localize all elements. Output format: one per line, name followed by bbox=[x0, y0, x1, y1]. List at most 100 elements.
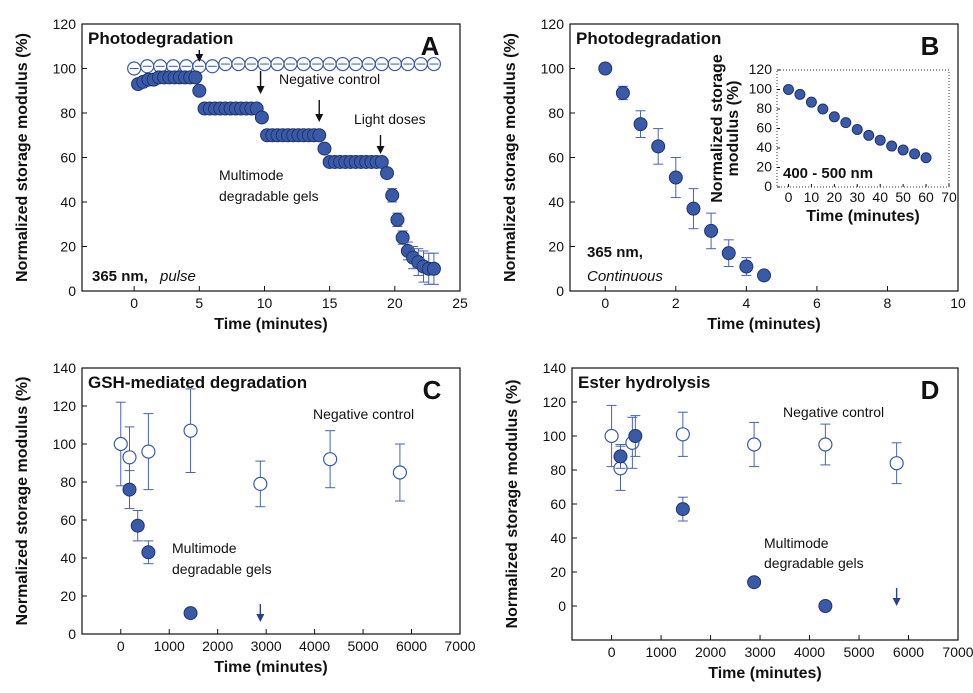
x-tick-label: 0 bbox=[130, 295, 138, 311]
inset-data-point bbox=[805, 96, 817, 108]
y-tick-label: 60 bbox=[60, 150, 76, 166]
open-data-point bbox=[889, 456, 904, 471]
inset-x-tick-label: 60 bbox=[918, 189, 934, 205]
annotation-wavelength: 365 nm, bbox=[587, 244, 643, 261]
x-tick-label: 25 bbox=[452, 295, 468, 311]
filled-data-point bbox=[675, 502, 690, 517]
inset-x-tick-label: 40 bbox=[872, 189, 888, 205]
open-data-point bbox=[253, 476, 268, 491]
y-tick-label: 120 bbox=[543, 394, 567, 410]
x-tick-label: 7000 bbox=[942, 644, 973, 660]
open-data-point bbox=[747, 437, 762, 452]
x-tick-label: 6 bbox=[813, 295, 821, 311]
y-tick-label: 80 bbox=[550, 462, 566, 478]
y-tick-label: 120 bbox=[53, 398, 77, 414]
inset-data-point bbox=[874, 134, 886, 146]
light-dose-arrow-head bbox=[376, 146, 385, 154]
filled-data-point bbox=[312, 128, 327, 143]
panel-title: GSH-mediated degradation bbox=[88, 373, 307, 392]
inset-label: 400 - 500 nm bbox=[783, 165, 873, 182]
filled-data-point bbox=[141, 545, 156, 560]
x-tick-label: 10 bbox=[950, 295, 966, 311]
y-tick-label: 20 bbox=[60, 588, 76, 604]
open-data-point bbox=[392, 465, 408, 480]
filled-data-point bbox=[747, 575, 762, 590]
light-dose-arrow-head bbox=[195, 54, 204, 62]
filled-data-point bbox=[317, 141, 332, 156]
x-tick-label: 3000 bbox=[251, 638, 282, 654]
y-tick-label: 100 bbox=[53, 61, 77, 77]
y-tick-label: 20 bbox=[550, 564, 566, 580]
x-tick-label: 1000 bbox=[645, 644, 676, 660]
panel-title: Ester hydrolysis bbox=[578, 373, 710, 392]
open-data-point bbox=[323, 452, 338, 467]
y-tick-label: 20 bbox=[60, 239, 76, 255]
x-tick-label: 2 bbox=[672, 295, 680, 311]
x-tick-label: 0 bbox=[608, 644, 616, 660]
inset-y-axis-label-line2: modulus (%) bbox=[725, 81, 742, 177]
annotation-mode: pulse bbox=[159, 268, 196, 285]
inset-data-point bbox=[782, 84, 794, 95]
y-tick-label: 100 bbox=[53, 436, 77, 452]
y-tick-label: 0 bbox=[558, 598, 566, 614]
open-data-point bbox=[141, 444, 156, 459]
x-tick-label: 6000 bbox=[396, 638, 427, 654]
inset-data-point bbox=[828, 111, 840, 123]
annotation-gels-line1: Multimode bbox=[764, 535, 829, 551]
y-tick-label: 40 bbox=[60, 550, 76, 566]
inset-x-tick-label: 20 bbox=[827, 189, 843, 205]
open-data-point bbox=[122, 450, 137, 465]
annotation-light-doses: Light doses bbox=[354, 111, 426, 127]
y-tick-label: 80 bbox=[60, 105, 76, 121]
inset-data-point bbox=[817, 103, 829, 115]
inset-data-point bbox=[897, 144, 909, 156]
inset-data-point bbox=[863, 129, 875, 141]
open-data-point bbox=[113, 436, 128, 452]
filled-data-point bbox=[426, 261, 441, 276]
annotation-negative-control: Negative control bbox=[783, 404, 884, 420]
inset-x-tick-label: 70 bbox=[941, 189, 957, 205]
light-dose-arrow-head bbox=[256, 86, 265, 94]
inset-x-tick-label: 10 bbox=[804, 189, 820, 205]
annotation-wavelength: 365 nm, bbox=[92, 268, 148, 285]
panel-letter: A bbox=[421, 31, 440, 61]
x-tick-label: 15 bbox=[322, 295, 338, 311]
filled-data-point bbox=[721, 246, 736, 261]
filled-data-point bbox=[380, 166, 395, 181]
x-tick-label: 5000 bbox=[843, 644, 874, 660]
inset-x-axis-label: Time (minutes) bbox=[806, 208, 920, 225]
y-tick-label: 80 bbox=[548, 105, 564, 121]
panel-letter: B bbox=[921, 31, 940, 61]
x-axis-label: Time (minutes) bbox=[708, 665, 822, 682]
y-tick-label: 60 bbox=[550, 496, 566, 512]
filled-data-point bbox=[395, 230, 410, 245]
panel-letter: D bbox=[921, 375, 940, 405]
panel-title: Photodegradation bbox=[576, 29, 721, 48]
x-tick-label: 0 bbox=[117, 638, 125, 654]
plot-frame-d bbox=[571, 367, 959, 641]
x-axis-label: Time (minutes) bbox=[707, 316, 821, 333]
annotation-negative-control: Negative control bbox=[313, 406, 414, 422]
filled-data-point bbox=[651, 139, 666, 154]
y-axis-label: Normalized storage modulus (%) bbox=[14, 377, 31, 626]
inset-data-point bbox=[920, 152, 932, 164]
filled-data-point bbox=[757, 268, 771, 283]
y-axis-label: Normalized storage modulus (%) bbox=[504, 380, 521, 629]
annotation-gels-line2: degradable gels bbox=[764, 555, 864, 571]
y-tick-label: 40 bbox=[60, 194, 76, 210]
light-dose-arrow-head bbox=[315, 114, 324, 122]
inset-x-tick-label: 30 bbox=[849, 189, 865, 205]
inset-y-axis-label-line1: Normalized storage bbox=[709, 54, 726, 203]
filled-data-point bbox=[686, 201, 701, 216]
y-tick-label: 80 bbox=[60, 474, 76, 490]
x-tick-label: 4 bbox=[742, 295, 750, 311]
inset-y-tick-label: 0 bbox=[764, 178, 772, 194]
y-tick-label: 140 bbox=[543, 360, 567, 376]
y-tick-label: 0 bbox=[68, 626, 76, 642]
filled-data-point bbox=[183, 606, 198, 621]
x-tick-label: 6000 bbox=[893, 644, 924, 660]
filled-data-point bbox=[739, 259, 754, 274]
inset-y-tick-label: 20 bbox=[756, 159, 772, 175]
filled-data-point bbox=[122, 482, 137, 497]
